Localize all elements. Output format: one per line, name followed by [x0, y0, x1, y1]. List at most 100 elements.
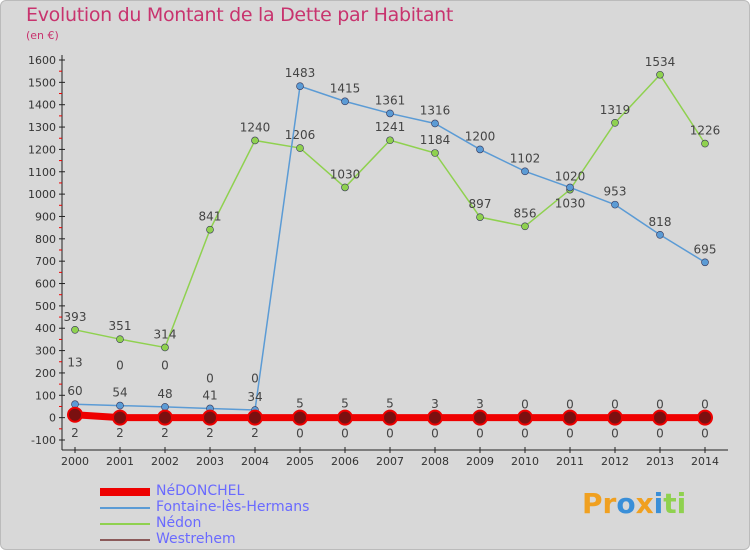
data-label: 0 [656, 398, 664, 412]
y-axis-unit: (en €) [26, 29, 59, 42]
data-label: 0 [656, 427, 664, 441]
y-tick-label: 1600 [28, 54, 56, 67]
y-tick-label: 1300 [28, 121, 56, 134]
data-point [157, 409, 173, 426]
data-point [701, 258, 709, 267]
data-label: 5 [386, 397, 394, 411]
data-point [611, 200, 619, 209]
y-tick-label: 600 [35, 278, 56, 291]
series-Nédon: 393 351 314 841 1240 1206 1030 1241 1184 897 856 10… [64, 55, 721, 352]
data-point [697, 409, 713, 426]
legend-swatch [100, 506, 150, 509]
legend-item: Fontaine-lès-Hermans [100, 500, 309, 515]
data-label: 41 [202, 388, 217, 402]
data-label: 1361 [375, 93, 406, 107]
data-point [566, 183, 574, 192]
proxiti-logo: Proxiti [582, 487, 687, 520]
x-tick-label: 2008 [421, 455, 449, 468]
data-label: 314 [154, 327, 177, 341]
legend-item: Westrehem [100, 532, 236, 547]
data-label: 856 [514, 206, 537, 220]
legend-swatch [100, 538, 150, 541]
data-label: 1226 [690, 124, 721, 138]
legend-swatch [100, 487, 150, 496]
data-label: 1030 [330, 167, 361, 181]
data-point [562, 409, 578, 426]
data-point [161, 343, 169, 352]
data-label: 0 [296, 427, 304, 441]
data-point [296, 144, 304, 152]
data-point [386, 109, 394, 118]
data-point [337, 409, 353, 426]
data-point [112, 409, 128, 426]
x-tick-label: 2007 [376, 455, 404, 468]
data-point [386, 136, 394, 145]
data-label: 1319 [600, 103, 631, 117]
y-tick-label: -100 [31, 434, 56, 447]
data-point [431, 149, 439, 157]
data-label: 3 [431, 397, 439, 411]
data-point [427, 409, 443, 426]
data-label: 818 [649, 215, 672, 229]
data-point [382, 409, 398, 426]
y-tick-label: 900 [35, 210, 56, 223]
data-label: 841 [199, 210, 222, 224]
data-label: 0 [476, 427, 484, 441]
x-tick-label: 2000 [61, 455, 89, 468]
y-tick-label: 100 [35, 389, 56, 402]
data-point [116, 401, 124, 410]
data-label: 0 [206, 372, 214, 386]
data-point [292, 409, 308, 426]
data-label: 48 [157, 387, 172, 401]
data-label: 1240 [240, 120, 271, 134]
data-label: 0 [566, 398, 574, 412]
y-tick-label: 1100 [28, 166, 56, 179]
legend-item: NéDONCHEL [100, 484, 244, 499]
data-point [431, 119, 439, 128]
x-tick-label: 2014 [691, 455, 719, 468]
data-label: 2 [161, 426, 169, 440]
data-label: 695 [694, 242, 717, 256]
y-tick-label: 1500 [28, 76, 56, 89]
x-tick-label: 2011 [556, 455, 584, 468]
y-tick-label: 500 [35, 300, 56, 313]
data-label: 5 [296, 397, 304, 411]
data-point [656, 70, 664, 79]
y-tick-label: 400 [35, 322, 56, 335]
data-point [116, 335, 124, 343]
data-point [476, 145, 484, 154]
data-label: 1206 [285, 128, 316, 142]
data-label: 1184 [420, 133, 451, 147]
data-label: 1200 [465, 129, 496, 143]
data-label: 393 [64, 310, 87, 324]
data-label: 0 [386, 427, 394, 441]
x-tick-label: 2004 [241, 455, 269, 468]
chart-title: Evolution du Montant de la Dette par Hab… [26, 4, 454, 26]
data-label: 2 [206, 426, 214, 440]
data-label: 1020 [555, 170, 586, 184]
x-tick-label: 2003 [196, 455, 224, 468]
data-label: 0 [161, 359, 169, 373]
data-label: 60 [67, 384, 82, 398]
data-label: 13 [67, 356, 82, 370]
x-tick-label: 2001 [106, 455, 134, 468]
data-point [517, 409, 533, 426]
data-label: 0 [341, 427, 349, 441]
legend-label: NéDONCHEL [156, 483, 245, 499]
data-label: 0 [521, 427, 529, 441]
legend-label: Westrehem [156, 531, 236, 547]
data-label: 5 [341, 397, 349, 411]
data-point [611, 119, 619, 127]
y-tick-label: 300 [35, 345, 56, 358]
x-tick-label: 2013 [646, 455, 674, 468]
data-label: 0 [116, 359, 124, 373]
data-point [71, 325, 79, 334]
legend-swatch [100, 522, 150, 525]
data-label: 0 [521, 398, 529, 412]
y-tick-label: 1200 [28, 143, 56, 156]
data-label: 0 [251, 372, 259, 386]
data-label: 953 [604, 185, 627, 199]
data-label: 1030 [555, 196, 586, 210]
data-point [341, 97, 349, 106]
